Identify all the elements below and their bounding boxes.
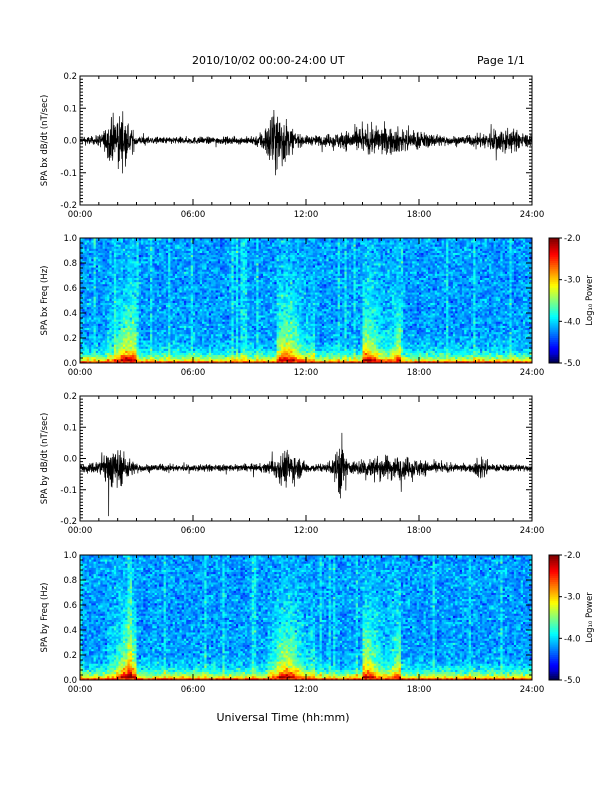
x-tick-label: 12:00 xyxy=(294,210,319,220)
y-axis-label: SPA bx dB/dt (nT/sec) xyxy=(40,95,50,187)
panel-1: 00:00 06:00 12:00 18:00 24:00 -0.2 -0.1 0.0 0.1 0… xyxy=(40,72,544,220)
x-tick-label: 18:00 xyxy=(407,210,432,220)
x-tick-label: 06:00 xyxy=(181,210,206,220)
y-tick-label: 0.0 xyxy=(63,137,77,147)
x-tick-label: 24:00 xyxy=(520,210,545,220)
y-tick-label: -0.1 xyxy=(60,169,77,179)
y-tick-label: 0.2 xyxy=(63,72,77,82)
y-tick-label: -0.2 xyxy=(60,201,77,211)
y-tick-label: 0.1 xyxy=(63,104,77,114)
heatmap-cells xyxy=(80,238,532,363)
data-trace xyxy=(80,110,532,175)
x-tick-label: 00:00 xyxy=(68,210,93,220)
